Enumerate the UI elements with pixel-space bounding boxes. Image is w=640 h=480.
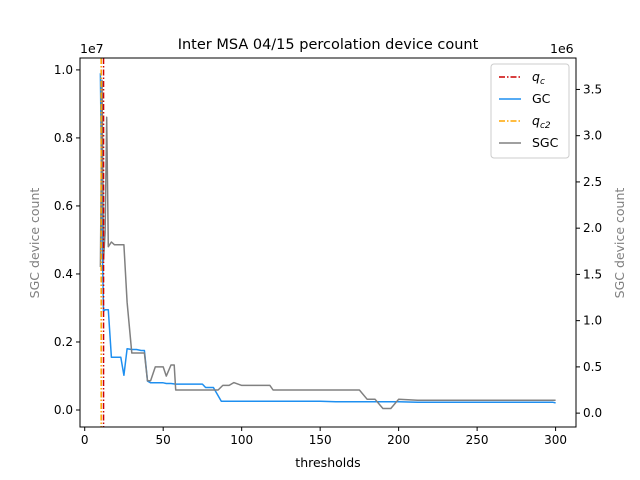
y-axis-multiplier-left: 1e7 [80, 41, 104, 56]
x-tick-label: 100 [230, 433, 253, 447]
legend-label: qc2 [532, 113, 551, 131]
series-line-gc [99, 73, 556, 404]
y-axis-label-right: SGC device count [612, 188, 627, 299]
y-tick-label-left: 0.0 [54, 403, 73, 417]
legend-label: GC [532, 91, 551, 106]
y-tick-label-right: 1.5 [583, 267, 602, 281]
legend-label: SGC [532, 135, 559, 150]
y-tick-label-right: 0.5 [583, 360, 602, 374]
y-tick-label-left: 1.0 [54, 63, 73, 77]
axes: 0 50 100 150 200 250 300 0.0 0.2 0.4 0.6 0.8 1.0 0.0 0… [54, 57, 602, 447]
y-tick-label-right: 2.5 [583, 175, 602, 189]
plot-area [99, 58, 556, 427]
y-axis-multiplier-right: 1e6 [550, 41, 574, 56]
plot-frame [79, 57, 577, 428]
y-tick-label-right: 1.0 [583, 314, 602, 328]
y-tick-label-right: 3.5 [583, 82, 602, 96]
y-tick-label-right: 3.0 [583, 129, 602, 143]
x-tick-label: 50 [156, 433, 171, 447]
x-tick-label: 300 [544, 433, 567, 447]
x-tick-label: 0 [81, 433, 89, 447]
y-tick-label-left: 0.6 [54, 199, 73, 213]
y-tick-label-left: 0.8 [54, 131, 73, 145]
chart-title: Inter MSA 04/15 percolation device count [178, 37, 479, 53]
series-line-sgc [99, 79, 556, 410]
y-tick-label-left: 0.4 [54, 267, 73, 281]
x-tick-label: 200 [387, 433, 410, 447]
legend-label: qc [532, 69, 545, 87]
x-tick-label: 250 [466, 433, 489, 447]
y-tick-label-left: 0.2 [54, 335, 73, 349]
y-tick-label-right: 2.0 [583, 221, 602, 235]
y-tick-label-right: 0.0 [583, 406, 602, 420]
legend-box [490, 63, 570, 159]
legend: qc GC qc2 SGC [490, 63, 570, 159]
x-tick-label: 150 [309, 433, 332, 447]
y-axis-label-left: SGC device count [27, 188, 42, 299]
x-axis-label: thresholds [295, 455, 360, 470]
